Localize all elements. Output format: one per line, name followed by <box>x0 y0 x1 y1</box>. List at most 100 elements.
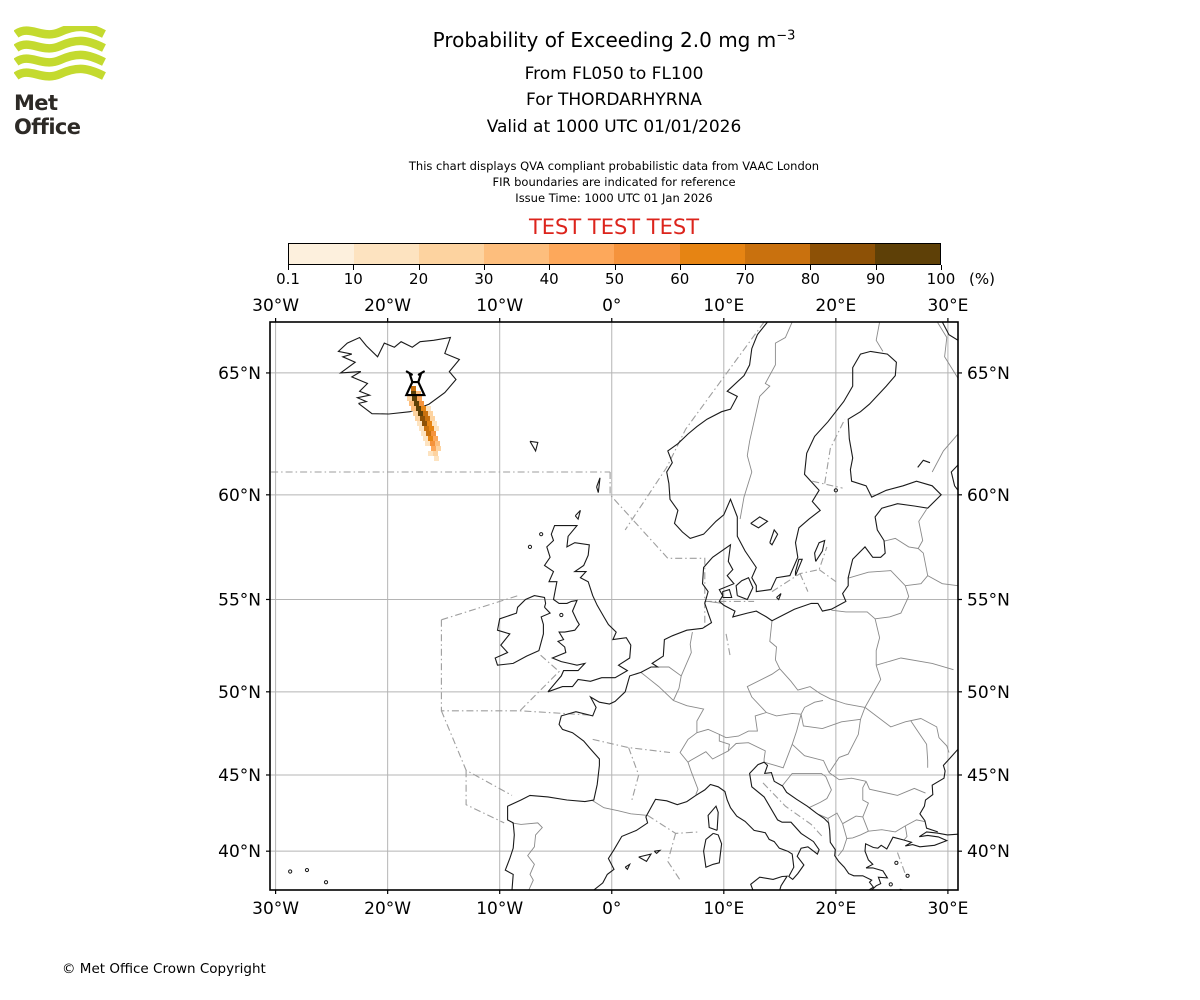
coastline-sicily <box>750 875 789 890</box>
country-border <box>847 570 906 587</box>
country-border <box>917 509 927 549</box>
country-border <box>931 433 958 473</box>
country-border <box>791 714 802 745</box>
fir-boundary <box>818 569 837 583</box>
colorbar-segment <box>874 244 940 264</box>
country-border <box>791 743 830 773</box>
lat-label-left: 40°N <box>218 842 261 862</box>
lat-label-right: 40°N <box>967 842 1010 862</box>
ash-plume-cell <box>427 421 432 426</box>
ash-plume-cell <box>428 451 433 456</box>
lon-label-top: 10°W <box>476 296 523 316</box>
colorbar-segment <box>614 244 680 264</box>
coastline-ladoga <box>950 464 958 491</box>
ash-plume-cell <box>421 406 426 411</box>
test-banner: TEST TEST TEST <box>528 215 700 239</box>
colorbar-tick-label: 100 <box>926 270 956 288</box>
colorbar-tick <box>745 265 747 270</box>
colorbar-tick-label: 20 <box>409 270 429 288</box>
country-border <box>842 815 863 825</box>
islet <box>559 612 564 618</box>
ash-plume-cell <box>419 401 424 406</box>
flight-level-subtitle: From FL050 to FL100 <box>524 64 704 84</box>
ash-plume-cell <box>425 416 430 421</box>
islet <box>539 532 544 537</box>
country-border <box>739 322 793 520</box>
colorbar-tick <box>941 265 942 270</box>
lon-label-top: 20°E <box>815 296 856 316</box>
coastline-menorca <box>653 849 662 855</box>
fir-boundary <box>725 633 732 659</box>
colorbar-tick-label: 0.1 <box>276 270 300 288</box>
colorbar-tick <box>810 265 812 270</box>
colorbar-segment <box>679 244 745 264</box>
colorbar-segment <box>744 244 810 264</box>
country-border <box>800 707 866 730</box>
country-border <box>864 707 922 728</box>
country-border <box>864 665 882 708</box>
lat-label-left: 65°N <box>218 364 261 384</box>
ash-plume-cell <box>430 441 435 446</box>
ash-plume-cell <box>419 426 424 431</box>
ash-plume-cell <box>428 436 433 441</box>
country-border <box>687 728 730 763</box>
country-border <box>657 666 682 701</box>
country-border <box>868 825 906 833</box>
country-border <box>719 712 767 739</box>
ash-plume-cell <box>420 416 425 421</box>
country-border <box>808 776 832 809</box>
chart-title: Probability of Exceeding 2.0 mg m−3 <box>432 28 796 52</box>
coastline-faroes <box>529 440 539 453</box>
ash-plume-cell <box>411 386 416 391</box>
fir-boundary <box>771 546 828 593</box>
lon-label-bottom: 20°E <box>815 899 856 919</box>
ash-plume-cell <box>414 401 419 406</box>
country-border <box>920 718 950 753</box>
colorbar-tick <box>875 265 877 270</box>
colorbar-tick-label: 10 <box>343 270 363 288</box>
country-border <box>511 822 543 890</box>
volcano-marker-path <box>417 370 425 376</box>
lon-label-bottom: 10°W <box>476 899 523 919</box>
colorbar-segment <box>549 244 615 264</box>
issue-time-note: Issue Time: 1000 UTC 01 Jan 2026 <box>515 191 713 205</box>
ash-plume-cell <box>416 391 421 396</box>
lon-label-top: 30°W <box>252 296 299 316</box>
ash-plume-cell <box>417 396 422 401</box>
islet <box>323 880 329 885</box>
coastline-black-sea-west <box>919 748 958 833</box>
coastline-zealand <box>735 576 754 601</box>
country-border <box>763 744 793 769</box>
ash-plume-cell <box>431 446 436 451</box>
coastline-orkney <box>574 510 581 521</box>
colorbar-tick-label: 60 <box>670 270 690 288</box>
ash-plume-cell <box>422 421 427 426</box>
coastline-bornholm <box>776 593 782 601</box>
fir-boundary <box>440 619 591 716</box>
coastline-mainland-atlantic-baltic-scandinavia <box>504 322 942 890</box>
coastline-mediterranean-coast <box>593 761 875 890</box>
country-border <box>905 548 929 587</box>
country-border <box>883 537 919 549</box>
country-border <box>927 575 958 587</box>
country-border <box>842 823 869 839</box>
ash-plume-cell <box>434 426 439 431</box>
lon-label-bottom: 30°W <box>252 899 299 919</box>
fir-boundary <box>465 770 505 824</box>
ash-plume-cell <box>409 401 414 406</box>
ash-plume-cell <box>426 406 431 411</box>
islet <box>905 873 910 878</box>
ash-plume-cell <box>411 391 416 396</box>
colorbar-tick-label: 30 <box>474 270 494 288</box>
lon-label-bottom: 10°E <box>703 899 744 919</box>
qva-note: This chart displays QVA compliant probab… <box>408 159 820 173</box>
country-border <box>875 322 884 352</box>
colorbar-segment <box>289 244 355 264</box>
coastline-great-britain <box>543 525 632 693</box>
islet <box>288 869 293 874</box>
country-border <box>910 720 929 768</box>
country-border <box>862 781 869 818</box>
coastline-ireland <box>494 595 552 666</box>
country-border <box>831 609 876 620</box>
